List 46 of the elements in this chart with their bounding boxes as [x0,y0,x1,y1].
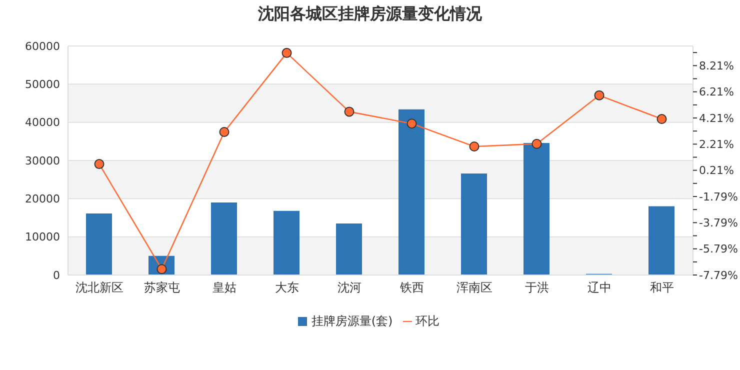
bar [524,142,550,275]
x-tick-label: 于洪 [524,280,549,295]
y-tick-label: 40000 [25,116,60,130]
point [532,138,542,149]
x-tick-label: 沈河 [337,280,362,295]
bar [211,202,237,275]
point [94,159,104,170]
y2-tick-label: 6.21% [699,86,734,99]
y-tick-label: 0 [53,268,60,282]
point [219,126,230,137]
y-tick-label: 30000 [25,154,60,168]
y-tick-label: 20000 [25,192,60,206]
point [282,48,292,58]
x-tick-label: 皇姑 [212,280,236,295]
y-tick-label: 60000 [25,40,60,53]
x-tick-label: 大东 [274,280,299,295]
x-tick-label: 苏家屯 [144,280,180,295]
legend-label: 环比 [416,314,440,328]
y2-tick-label: -5.79% [699,242,738,256]
chart-title: 沈阳各城区挂牌房源量变化情况 [257,4,483,25]
bar [336,223,362,275]
y2-tick-label: 8.21% [699,60,734,73]
point [594,90,604,100]
y2-tick-label: 2.21% [699,138,734,152]
y-tick-label: 50000 [25,78,60,92]
bar [86,214,112,275]
y2-tick-label: -1.79% [699,190,738,204]
x-tick-label: 和平 [650,280,674,295]
bar [461,173,487,275]
point [656,114,667,124]
y2-tick-label: 0.21% [699,164,734,178]
x-tick-label: 辽中 [587,280,612,295]
x-tick-label: 浑南区 [456,280,492,295]
bar [398,109,424,275]
y2-tick-label: -7.79% [699,268,738,282]
bar [274,210,300,275]
bar [648,206,674,275]
x-tick-label: 沈北新区 [75,280,124,295]
point [469,142,480,152]
y2-tick-label: -3.79% [699,216,738,230]
legend-label: 挂牌房源量(套) [311,314,393,328]
x-tick-label: 铁西 [398,280,424,295]
point [406,118,417,129]
point [344,106,354,117]
y2-tick-label: 4.21% [699,112,734,125]
y-tick-label: 10000 [25,230,60,244]
